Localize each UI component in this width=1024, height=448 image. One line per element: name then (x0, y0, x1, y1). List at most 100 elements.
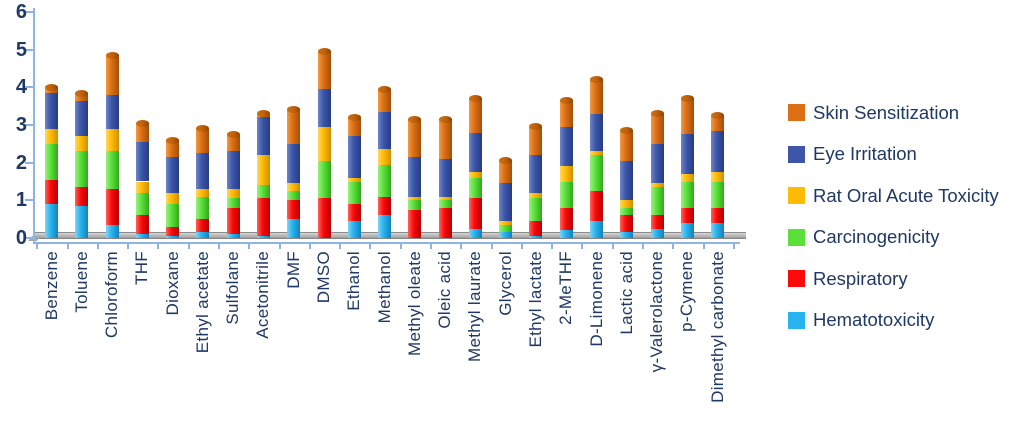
bar-segment (620, 215, 634, 233)
bar-segment (529, 198, 543, 222)
bar-segment (317, 160, 331, 199)
bar-top-cap (590, 76, 604, 84)
bar-segment (559, 166, 573, 182)
y-axis-tick (25, 237, 33, 239)
bar-segment (317, 51, 331, 90)
x-axis-tick (248, 242, 251, 249)
x-axis-label: γ-Valerolactone (647, 251, 667, 373)
bar-top-cap (378, 85, 392, 93)
bar-segment (590, 190, 604, 222)
bar-segment (347, 181, 361, 205)
bar-segment (75, 187, 89, 206)
bar-segment (468, 198, 482, 229)
bar-segment (347, 177, 361, 182)
bar-top-cap (317, 48, 331, 56)
x-axis-label: Methyl laurate (465, 251, 485, 362)
legend: Skin Sensitization Eye Irritation Rat Oral… (788, 103, 999, 353)
legend-label: Respiratory (813, 267, 908, 289)
bar-segment (559, 181, 573, 208)
x-axis-label-wrap: γ-Valerolactone (646, 251, 668, 372)
bar-segment (347, 204, 361, 222)
bar-segment (196, 128, 210, 154)
legend-item: Eye Irritation (788, 143, 999, 164)
bar-segment (256, 198, 270, 237)
bar-segment (287, 109, 301, 144)
x-axis-label-wrap: Dimethyl carbonate (707, 251, 729, 403)
bar-segment (45, 143, 58, 180)
x-axis-label: Dimethyl carbonate (707, 251, 727, 403)
bar-segment (650, 228, 664, 238)
x-axis-tick (702, 242, 705, 249)
bar-segment (75, 205, 89, 238)
bar-segment (620, 130, 634, 161)
bar-segment (590, 221, 604, 238)
x-axis-label: DMF (283, 251, 303, 289)
x-axis-label: Methanol (374, 251, 394, 324)
bar-segment (226, 151, 240, 190)
x-axis-label: DMSO (314, 251, 334, 304)
bar-top-cap (711, 112, 725, 120)
x-axis-label: Oleic acid (435, 251, 455, 329)
x-axis-label: 2-MeTHF (556, 251, 576, 325)
bar-segment (650, 113, 664, 144)
bar-segment (529, 155, 543, 193)
x-axis-label-wrap: Methanol (374, 251, 396, 323)
bar-segment (378, 164, 392, 197)
legend-label: Eye Irritation (813, 143, 917, 164)
x-axis-label-wrap: Oleic acid (434, 251, 456, 329)
legend-swatch (788, 187, 805, 204)
bar-segment (408, 196, 422, 201)
bar-top-cap (529, 123, 543, 131)
bar-segment (75, 151, 89, 188)
bar-segment (468, 132, 482, 173)
bar-segment (650, 215, 664, 229)
bar-segment (468, 172, 482, 178)
bar-top-cap (287, 106, 301, 114)
bar-segment (347, 117, 361, 137)
y-axis-tick (25, 199, 33, 202)
bar-top-cap (105, 51, 119, 59)
bar-segment (711, 130, 725, 173)
bar-segment (378, 149, 392, 165)
bar-segment (45, 179, 58, 205)
x-axis-label: Ethyl acetate (192, 251, 212, 354)
bar-top-cap (166, 136, 180, 144)
bar-segment (499, 224, 513, 233)
y-axis-label: 2 (15, 151, 27, 174)
x-axis-label-wrap: Dioxane (162, 251, 184, 315)
bar-segment (620, 232, 634, 238)
y-axis-label: 3 (15, 114, 27, 137)
y-axis-label: 1 (15, 189, 27, 212)
bar-segment (135, 192, 149, 216)
bar-segment (468, 98, 482, 133)
x-axis-tick (369, 242, 372, 249)
x-axis-label-wrap: Glycerol (495, 251, 517, 316)
bar-segment (680, 207, 694, 223)
bar-segment (590, 113, 604, 152)
bar-segment (196, 153, 210, 190)
x-axis-tick (399, 242, 402, 249)
x-axis-label: Glycerol (495, 251, 515, 316)
bar-segment (499, 232, 513, 238)
bar-segment (378, 215, 392, 238)
bar-segment (620, 207, 634, 216)
bar-segment (438, 119, 452, 159)
bar-segment (438, 158, 452, 197)
bar-segment (256, 117, 270, 156)
legend-item: Carcinogenicity (788, 227, 999, 246)
x-axis-tick (218, 242, 221, 249)
bar-segment (287, 183, 301, 191)
y-axis-tick (25, 124, 33, 127)
x-axis-label-wrap: Acetonitrile (252, 251, 274, 339)
bar-segment (45, 93, 58, 129)
bar-segment (196, 219, 210, 233)
bar-segment (166, 236, 180, 238)
y-axis-tick (25, 48, 33, 51)
bar-segment (529, 126, 543, 156)
bar-top-cap (45, 83, 58, 91)
bar-top-cap (499, 157, 513, 165)
bar-top-cap (75, 89, 89, 97)
bar-segment (45, 204, 58, 238)
bar-segment (468, 177, 482, 199)
x-axis-tick (520, 242, 523, 249)
